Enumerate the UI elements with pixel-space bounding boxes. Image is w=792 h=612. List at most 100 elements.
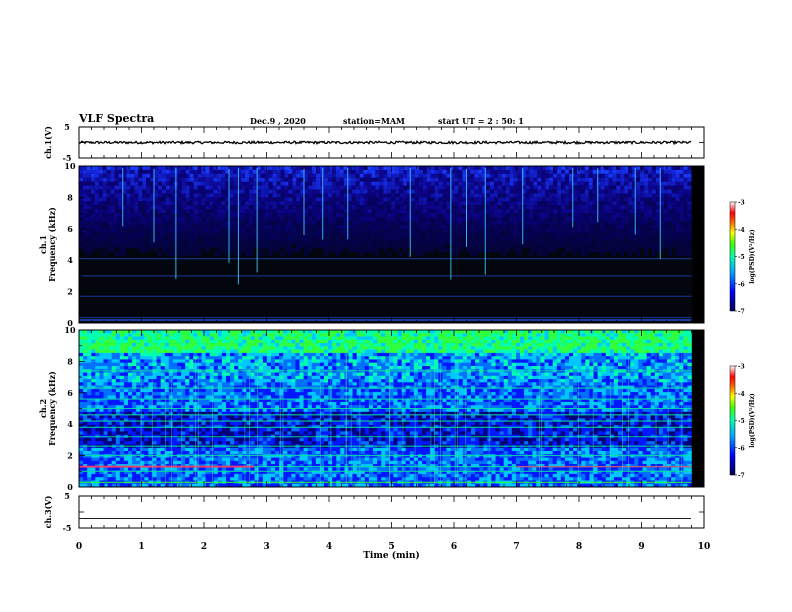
spectrogram-cell [683, 201, 688, 206]
spectrogram-cell [573, 213, 577, 218]
spectrogram-cell [177, 209, 182, 214]
spectrogram-cell [561, 201, 566, 206]
spectrogram-cell [114, 197, 119, 202]
spectrogram-cell [483, 346, 488, 350]
spectrogram-cell [312, 185, 317, 190]
spectrogram-cell [213, 201, 218, 206]
spectrogram-cell [233, 244, 238, 249]
spectrogram-cell [446, 343, 451, 347]
spectrogram-cell [520, 346, 525, 350]
spectrogram-cell [284, 166, 289, 170]
spectrogram-cell [152, 349, 157, 354]
spectrogram-cell [316, 236, 321, 241]
spectrogram-cell [266, 356, 272, 360]
spectrogram-cell [379, 244, 384, 249]
spectrogram-cell [156, 349, 161, 354]
spectrogram-cell [205, 197, 210, 202]
spectrogram-cell [324, 213, 328, 218]
spectrogram-cell [368, 349, 374, 354]
spectrogram-cell [561, 232, 566, 237]
spectrogram-cell [387, 244, 392, 249]
spectrogram-cell [503, 343, 509, 347]
spectrogram-cell [292, 228, 297, 233]
spectrogram-cell [687, 169, 692, 174]
spectrogram-cell [335, 205, 340, 210]
spectrogram-cell [122, 252, 127, 257]
spectrogram-cell [226, 343, 231, 347]
spectrogram-cell [300, 220, 305, 225]
spectrogram-cell [307, 330, 313, 334]
spectrogram-cell [393, 336, 398, 341]
spectrogram-cell [430, 232, 435, 237]
spectrogram-cell [209, 224, 214, 229]
spectrogram-cell [422, 330, 427, 334]
spectrogram-cell [652, 173, 656, 178]
spectrogram-cell [505, 213, 510, 218]
spectrogram-cell [564, 346, 570, 350]
spectrogram-cell [296, 236, 301, 241]
spectrogram-cell [95, 356, 100, 360]
spectrogram-cell [675, 343, 680, 347]
spectrogram-cell [225, 185, 230, 190]
spectrogram-cell [561, 244, 566, 249]
spectrogram-cell [450, 343, 455, 347]
spectrogram-cell [233, 177, 238, 182]
spectrogram-cell [254, 333, 259, 337]
spectrogram-cell [683, 213, 688, 218]
spectrogram-cell [107, 346, 112, 350]
spectrogram-cell [414, 228, 419, 233]
spectrogram-cell [533, 177, 538, 182]
spectrogram-cell [620, 177, 625, 182]
spectrogram-cell [687, 201, 692, 206]
spectrogram-cell [181, 217, 186, 221]
spectrogram-cell [486, 213, 490, 218]
spectrogram-cell [331, 177, 336, 182]
spectrogram-cell [581, 330, 586, 334]
spectrogram-cell [687, 166, 692, 170]
spectrogram-cell [320, 189, 324, 194]
spectrogram-cell [169, 217, 174, 221]
spectrogram-cell [106, 224, 111, 229]
spectrogram-cell [268, 201, 273, 206]
spectrogram-cell [118, 185, 123, 190]
spectrogram-cell [470, 169, 475, 174]
spectrogram-cell [296, 213, 301, 218]
spectrogram-cell [541, 248, 546, 253]
spectrogram-cell [466, 169, 471, 174]
spectrogram-cell [385, 339, 390, 344]
spectrogram-cell [387, 224, 392, 229]
spectrogram-cell [497, 169, 502, 174]
spectrogram-cell [475, 333, 480, 337]
spectrogram-cell [667, 333, 672, 337]
spectrogram-cell [229, 197, 234, 202]
spectrogram-cell [438, 173, 443, 178]
spectrogram-cell [462, 177, 467, 182]
spectrogram-cell [266, 333, 272, 337]
spectrogram-cell [348, 346, 353, 350]
spectrogram-cell [486, 248, 490, 253]
spectrogram-cell [106, 217, 111, 221]
spectrogram-cell [671, 209, 676, 214]
spectrogram-cell [418, 185, 423, 190]
spectrogram-cell [169, 240, 174, 245]
spectrogram-cell [359, 244, 364, 249]
spectrogram-cell [659, 236, 664, 241]
spectrogram-cell [311, 352, 317, 357]
spectrogram-cell [426, 205, 431, 210]
spectrogram-cell [94, 217, 99, 221]
spectrogram-cell [165, 209, 170, 214]
spectrogram-cell [564, 352, 570, 357]
spectrogram-cell [679, 201, 684, 206]
spectrogram-cell [324, 346, 329, 350]
spectrogram-cell [288, 189, 293, 194]
spectrogram-cell [162, 193, 166, 198]
spectrogram-cell [654, 333, 660, 337]
spectrogram-cell [115, 356, 121, 360]
spectrogram-cell [561, 220, 566, 225]
spectrogram-cell [541, 185, 546, 190]
spectrogram-cell [324, 197, 328, 202]
spectrogram-cell [260, 181, 265, 186]
spectrogram-cell [320, 220, 324, 225]
spectrogram-cell [130, 173, 135, 178]
spectrogram-cell [385, 346, 390, 350]
